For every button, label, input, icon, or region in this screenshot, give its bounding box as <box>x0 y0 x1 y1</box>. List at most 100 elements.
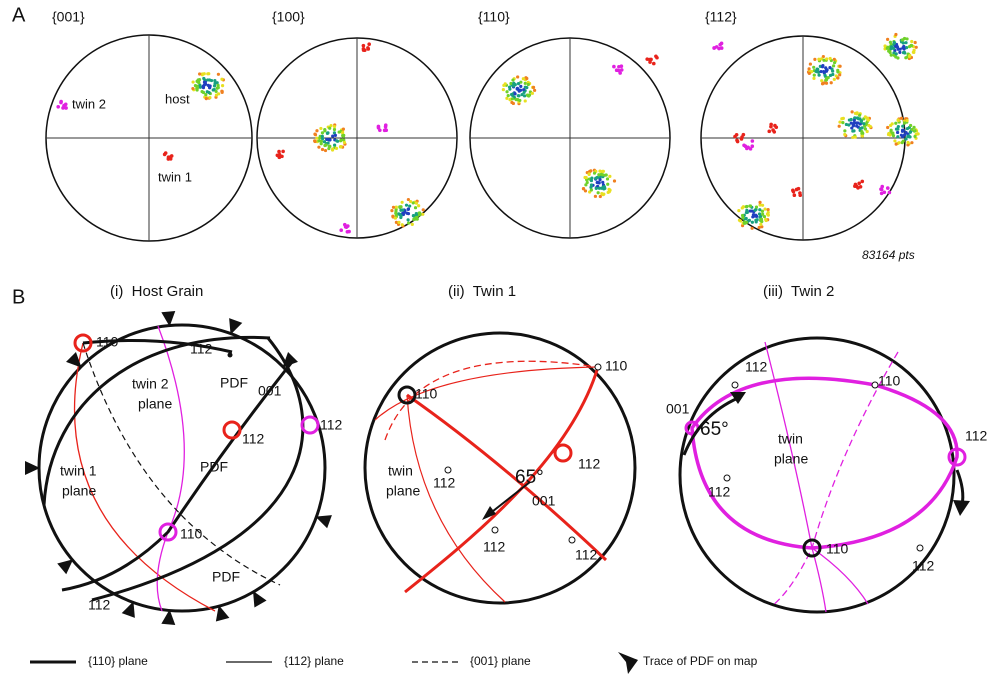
orientation-point <box>896 127 900 131</box>
orientation-point <box>404 203 409 207</box>
pole-label: 112 <box>708 484 731 500</box>
orientation-point <box>908 130 912 134</box>
plane-001-trace <box>384 360 599 441</box>
orientation-point <box>760 203 765 207</box>
projection-title: (i) Host Grain <box>110 283 203 300</box>
orientation-point <box>326 141 330 145</box>
rotation-arrow <box>955 469 965 506</box>
orientation-point <box>506 94 510 98</box>
orientation-point <box>206 72 210 76</box>
panel-label: A <box>12 4 26 26</box>
orientation-point <box>914 45 918 49</box>
orientation-point <box>326 131 330 135</box>
orientation-point <box>332 131 337 135</box>
orientation-point <box>202 80 207 84</box>
orientation-point <box>590 176 594 180</box>
orientation-point <box>757 212 762 216</box>
orientation-point <box>843 132 847 137</box>
orientation-point <box>754 218 758 222</box>
orientation-point <box>894 142 898 146</box>
orientation-point <box>347 229 351 234</box>
orientation-point <box>906 143 910 147</box>
pdf-trace-marker <box>161 310 176 327</box>
orientation-point <box>514 98 518 102</box>
plane-110-trace <box>91 337 305 602</box>
orientation-point <box>856 186 860 190</box>
orientation-point <box>774 125 779 130</box>
orientation-point <box>750 220 754 224</box>
orientation-point <box>398 205 402 209</box>
orientation-point <box>648 60 652 64</box>
orientation-point <box>758 200 762 204</box>
orientation-point <box>719 41 724 46</box>
orientation-point <box>759 214 763 218</box>
orientation-point <box>502 83 506 88</box>
orientation-point <box>277 149 281 154</box>
orientation-point <box>411 201 415 205</box>
orientation-point <box>589 185 593 189</box>
orientation-point <box>321 137 325 141</box>
orientation-point <box>516 94 520 98</box>
pole-label: 112 <box>745 359 768 375</box>
orientation-point <box>216 92 221 96</box>
orientation-point <box>593 194 598 198</box>
orientation-point <box>162 152 167 157</box>
pole-label: PDF <box>220 375 248 391</box>
pdf-trace-marker <box>25 461 40 475</box>
orientation-point <box>903 51 907 55</box>
orientation-point <box>319 126 323 131</box>
pole-label: 112 <box>575 547 598 563</box>
orientation-point <box>651 61 656 66</box>
orientation-point <box>505 90 509 94</box>
orientation-point <box>327 146 331 151</box>
orientation-point <box>214 89 218 94</box>
orientation-point <box>812 73 816 77</box>
pole-label: 112 <box>320 417 343 433</box>
orientation-point <box>791 189 796 194</box>
orientation-point <box>750 144 755 149</box>
pole-label: 110 <box>415 386 438 402</box>
orientation-point <box>526 82 530 87</box>
pole-label: 110 <box>605 358 628 374</box>
orientation-point <box>860 134 865 138</box>
orientation-point <box>619 64 624 69</box>
orientation-point <box>507 85 512 89</box>
plane-001-trace <box>771 351 899 607</box>
orientation-point <box>916 132 920 136</box>
orientation-point <box>862 122 866 126</box>
pdf-trace-marker <box>57 559 74 575</box>
orientation-point <box>887 49 891 53</box>
orientation-point <box>583 189 588 193</box>
legend-symbols <box>30 652 638 674</box>
pdf-trace-marker <box>282 352 298 368</box>
legend-label: {112} plane <box>284 654 344 668</box>
orientation-point <box>822 81 826 85</box>
orientation-point <box>400 200 404 204</box>
orientation-point <box>823 73 827 78</box>
orientation-point <box>394 220 398 224</box>
orientation-point <box>748 204 753 208</box>
orientation-point <box>602 192 606 196</box>
orientation-point <box>817 73 821 77</box>
orientation-point <box>612 179 617 183</box>
orientation-point <box>904 131 908 135</box>
orientation-point <box>766 208 770 212</box>
orientation-point <box>744 216 748 221</box>
orientation-point <box>885 46 889 50</box>
orientation-point <box>509 81 513 86</box>
orientation-point <box>59 99 63 104</box>
orientation-point <box>894 121 898 125</box>
orientation-point <box>762 215 767 219</box>
orientation-point <box>523 99 527 103</box>
orientation-point <box>505 96 509 100</box>
orientation-point <box>598 178 602 182</box>
orientation-point <box>211 88 215 92</box>
orientation-point <box>820 79 824 83</box>
orientation-point <box>401 208 405 212</box>
orientation-point <box>202 83 206 87</box>
pdf-traces <box>25 310 332 626</box>
orientation-point <box>837 124 841 128</box>
orientation-point <box>841 116 845 120</box>
orientation-point <box>317 139 321 143</box>
orientation-point <box>896 135 900 139</box>
